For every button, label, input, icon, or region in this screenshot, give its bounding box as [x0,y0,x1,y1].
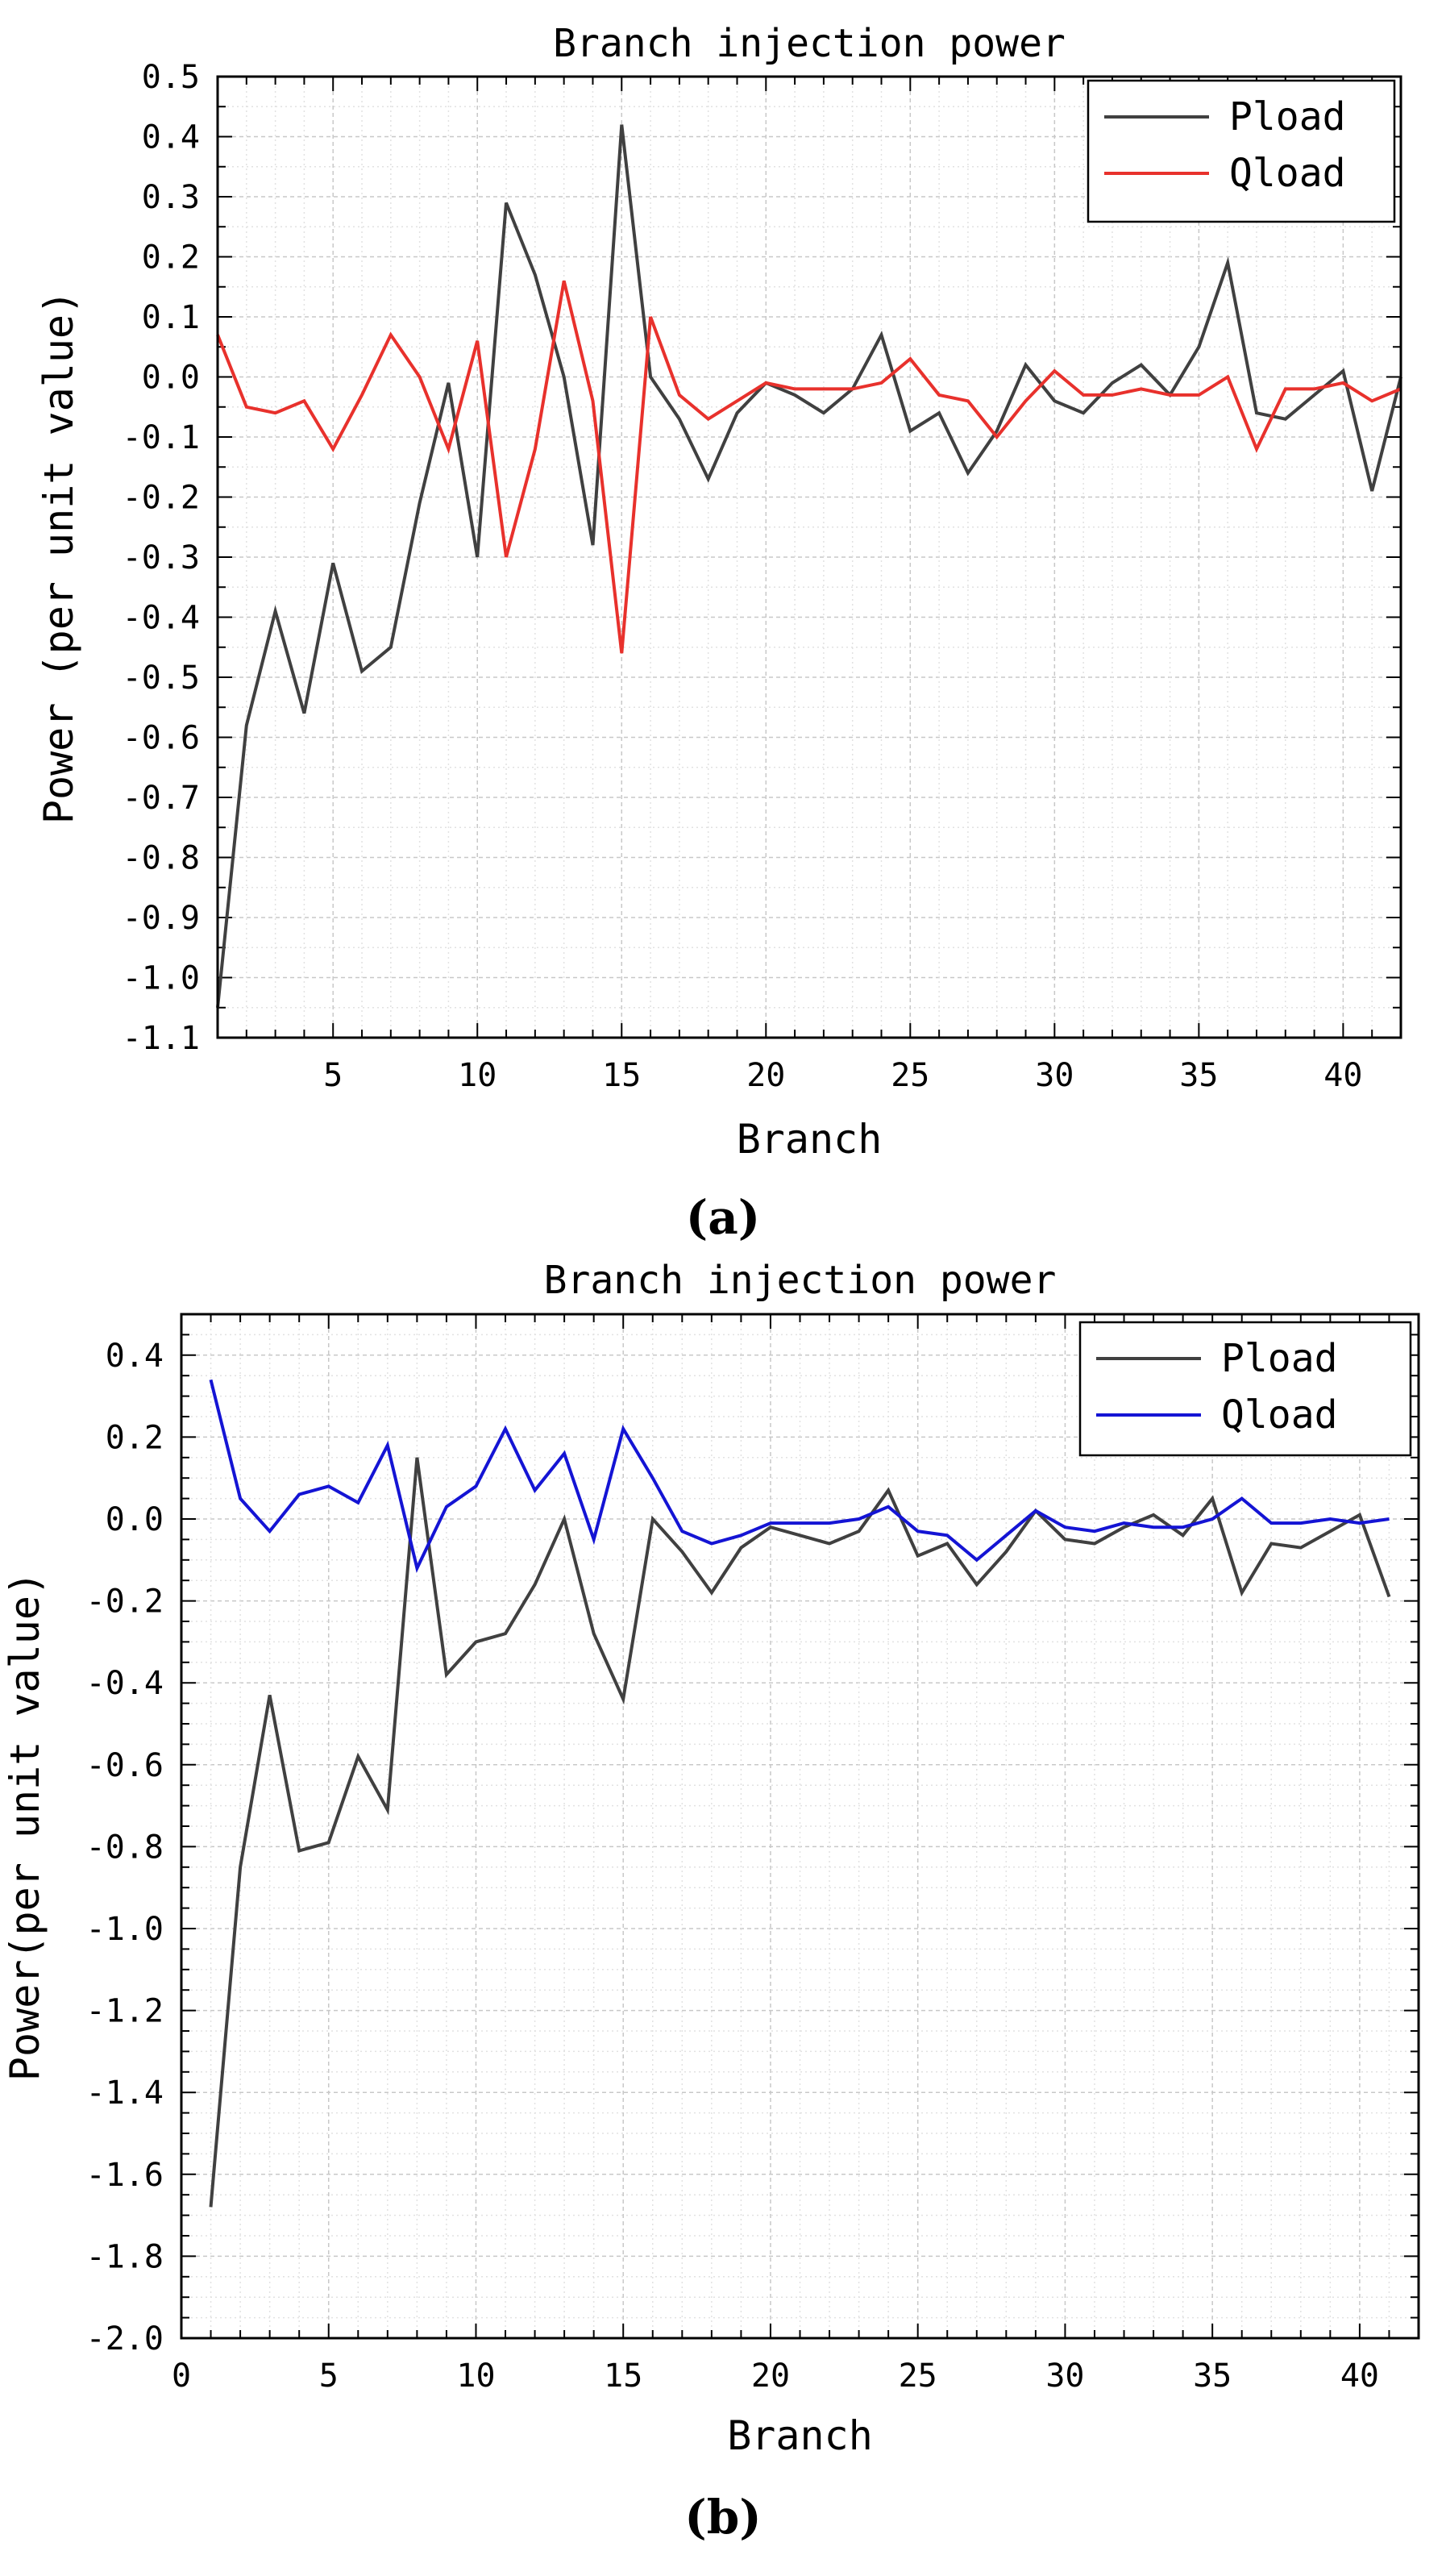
x-tick-label: 0 [172,2358,191,2395]
legend-label-qload: Qload [1221,1392,1338,1438]
grid [217,76,1402,1038]
x-tick-label: 35 [1179,1057,1218,1094]
y-tick-label: -0.8 [86,1829,164,1866]
y-tick-label: -0.5 [123,660,200,697]
x-tick-label: 30 [1045,2358,1084,2395]
x-tick-label: 5 [319,2358,339,2395]
x-tick-label: 10 [456,2358,495,2395]
x-tick-label: 35 [1193,2358,1232,2395]
y-tick-label: 0.0 [106,1501,164,1538]
legend: Pload Qload [1078,1321,1412,1457]
series-line-qload [216,280,1402,654]
x-tick-label: 40 [1340,2358,1379,2395]
series-line-qload [209,1379,1390,1573]
y-tick-label: -1.1 [123,1020,200,1057]
panel-label: (a) [686,1190,760,1245]
y-tick-label: -0.2 [86,1583,164,1621]
legend-label-pload: Pload [1229,94,1346,139]
y-tick-label: -0.6 [123,720,200,757]
tick-marks [217,76,1402,1038]
legend-label-pload: Pload [1221,1336,1338,1381]
y-tick-label: -1.6 [86,2157,164,2194]
x-tick-label: 20 [751,2358,790,2395]
y-tick-label: -0.8 [123,840,200,877]
y-tick-label: -1.0 [86,1911,164,1948]
y-axis-label: Power (per unit value) [35,290,82,824]
y-tick-label: -0.1 [123,419,200,456]
y-tick-label: -0.4 [123,600,200,637]
y-tick-label: 0.0 [142,360,200,397]
y-axis-label: Power(per unit value) [2,1571,48,2081]
y-tick-label: -0.9 [123,900,200,937]
legend: Pload Qload [1087,79,1396,223]
y-tick-label: -1.0 [123,960,200,997]
y-tick-label: 0.4 [142,119,200,156]
x-tick-label: 30 [1035,1057,1074,1094]
y-tick-label: -0.3 [123,539,200,576]
chart-b: 0 5 10 15 20 25 30 35 40 -2.0 -1.8 -1.6 -1.4 -1.2 -1.0… [2,1258,1420,2545]
x-tick-label: 10 [458,1057,497,1094]
chart-title: Branch injection power [544,1258,1057,1303]
y-tick-label: -0.4 [86,1665,164,1702]
chart-title: Branch injection power [553,21,1066,66]
y-tick-label: 0.2 [142,239,200,277]
x-axis-label: Branch [737,1116,883,1163]
chart-a: 5 10 15 20 25 30 35 40 -1.1 -1.0 -0.9 -0.8 -0.7 -0.6 -… [35,21,1402,1245]
legend-box [1087,79,1396,223]
x-tick-label: 5 [323,1057,343,1094]
panel-label: (b) [684,2490,761,2545]
x-axis-label: Branch [727,2412,873,2459]
axes-frame [216,75,1402,1039]
axes-frame [180,1313,1420,2340]
plot-area [181,1314,1419,2338]
y-tick-label: -0.2 [123,480,200,517]
y-tick-label: 0.3 [142,179,200,216]
y-tick-label: 0.1 [142,299,200,336]
grid [181,1313,1419,2339]
y-tick-label: -2.0 [86,2320,164,2358]
series-line-pload [216,124,1402,1009]
x-tick-label: 25 [891,1057,929,1094]
y-tick-label: -1.2 [86,1993,164,2030]
y-tick-label: 0.5 [142,59,200,96]
y-tick-label: -1.8 [86,2238,164,2275]
x-tick-label: 15 [602,1057,641,1094]
y-tick-label: -0.6 [86,1747,164,1784]
x-tick-label: 25 [899,2358,937,2395]
legend-label-qload: Qload [1229,151,1346,196]
x-tick-label: 15 [604,2358,642,2395]
x-tick-label: 20 [746,1057,785,1094]
y-tick-label: -0.7 [123,780,200,817]
legend-box [1078,1321,1412,1457]
y-tick-label: 0.4 [106,1338,164,1375]
y-tick-label: 0.2 [106,1419,164,1456]
x-tick-label: 40 [1323,1057,1362,1094]
y-tick-label: -1.4 [86,2075,164,2112]
